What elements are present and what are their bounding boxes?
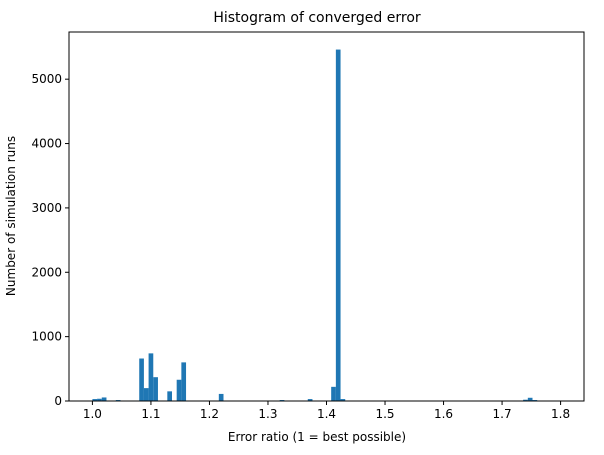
bar (176, 379, 182, 401)
bar (331, 386, 336, 401)
x-tick-label: 1.0 (83, 407, 102, 421)
bar (523, 399, 528, 401)
bar (92, 399, 98, 401)
x-tick-label: 1.7 (493, 407, 512, 421)
y-tick-label: 1000 (31, 330, 62, 344)
bar (101, 397, 107, 401)
x-tick-label: 1.5 (375, 407, 394, 421)
x-tick-label: 1.4 (317, 407, 336, 421)
y-tick-label: 2000 (31, 265, 62, 279)
bar (139, 358, 144, 401)
bar (153, 377, 158, 401)
bar (143, 388, 149, 401)
x-axis-label: Error ratio (1 = best possible) (228, 430, 406, 444)
plot-frame (68, 31, 585, 402)
y-tick-label: 5000 (31, 72, 62, 86)
bar (307, 399, 313, 401)
bar (335, 49, 341, 401)
bar (97, 398, 102, 401)
x-tick-label: 1.8 (551, 407, 570, 421)
x-tick-label: 1.2 (200, 407, 219, 421)
x-tick-label: 1.3 (258, 407, 277, 421)
bar (181, 362, 187, 401)
bar (218, 393, 224, 401)
bar (527, 397, 533, 401)
y-tick-label: 0 (54, 394, 62, 408)
bar (340, 399, 346, 401)
y-tick-label: 3000 (31, 201, 62, 215)
bar (148, 353, 154, 401)
y-tick-label: 4000 (31, 137, 62, 151)
x-tick-label: 1.1 (141, 407, 160, 421)
bar (167, 391, 172, 401)
y-axis-label: Number of simulation runs (4, 136, 18, 296)
chart-title: Histogram of converged error (213, 10, 421, 26)
x-tick-label: 1.6 (434, 407, 453, 421)
